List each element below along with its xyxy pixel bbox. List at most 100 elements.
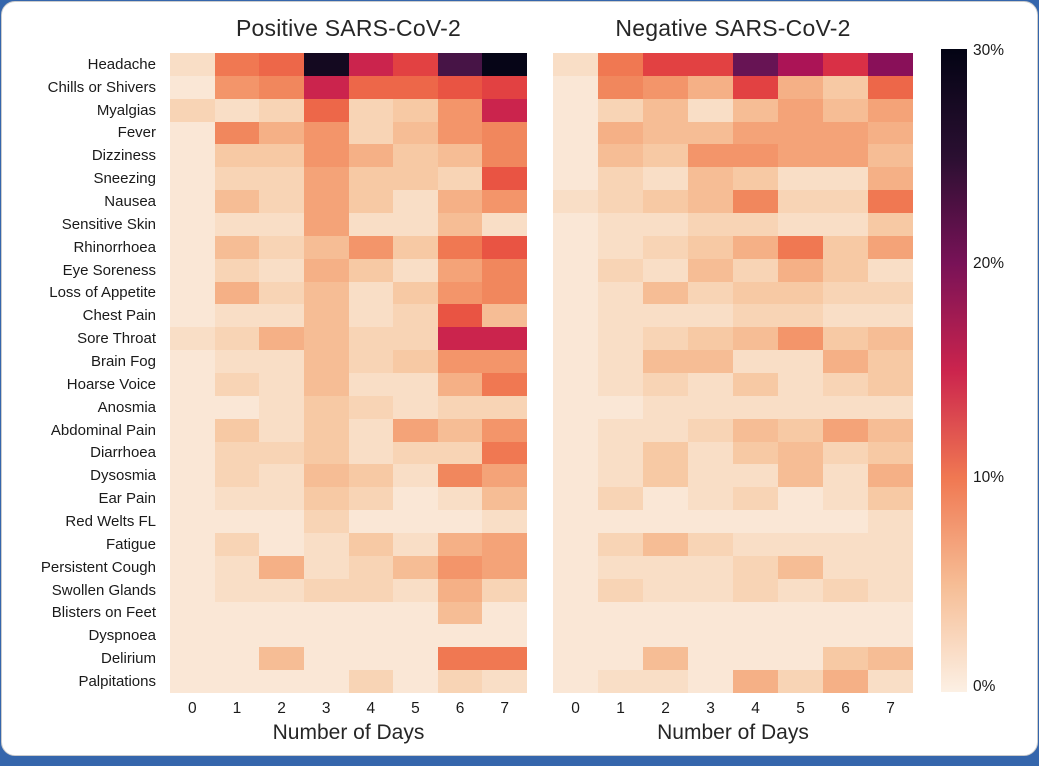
heatmap-cell bbox=[348, 121, 394, 145]
heatmap-cell bbox=[778, 418, 823, 442]
y-axis-label: Diarrhoea bbox=[90, 444, 156, 462]
heatmap-cell bbox=[823, 533, 868, 556]
heatmap-cell bbox=[778, 213, 823, 236]
heatmap-cell bbox=[598, 281, 643, 305]
heatmap-cell bbox=[303, 670, 349, 693]
heatmap-cell bbox=[170, 304, 215, 328]
heatmap-cell bbox=[553, 53, 598, 76]
heatmap-cell bbox=[688, 350, 733, 373]
heatmap-cell bbox=[598, 258, 643, 282]
heatmap-cell bbox=[778, 373, 823, 396]
heatmap-cell bbox=[437, 533, 483, 556]
heatmap-cell bbox=[643, 647, 688, 671]
heatmap-cell bbox=[778, 670, 823, 693]
y-axis-label: Delirium bbox=[100, 650, 156, 668]
heatmap-cell bbox=[259, 258, 304, 282]
heatmap-cell bbox=[259, 578, 304, 602]
heatmap-cell bbox=[598, 327, 643, 351]
y-axis-label: Abdominal Pain bbox=[50, 421, 156, 439]
heatmap-cell bbox=[170, 624, 215, 648]
heatmap-cell bbox=[259, 555, 304, 579]
heatmap-cell bbox=[437, 418, 483, 442]
heatmap-cell bbox=[482, 258, 527, 282]
heatmap-cell bbox=[553, 98, 598, 122]
heatmap-cell bbox=[214, 510, 260, 533]
heatmap-cell bbox=[868, 533, 913, 556]
heatmap-cell bbox=[259, 510, 304, 533]
heatmap-cell bbox=[688, 144, 733, 168]
heatmap-cell bbox=[259, 464, 304, 488]
heatmap-cell bbox=[553, 464, 598, 488]
heatmap-cell bbox=[393, 487, 438, 511]
heatmap-cell bbox=[823, 281, 868, 305]
heatmap-cell bbox=[733, 395, 778, 419]
heatmap-cell bbox=[598, 487, 643, 511]
x-axis-tick: 2 bbox=[277, 700, 286, 717]
heatmap-cell bbox=[688, 304, 733, 328]
y-axis-labels: Headache Chills or Shivers Myalgias Fever Di… bbox=[2, 53, 163, 693]
heatmap-cell bbox=[688, 373, 733, 396]
heatmap-cell bbox=[643, 144, 688, 168]
heatmap-cell bbox=[688, 510, 733, 533]
heatmap-cell bbox=[348, 578, 394, 602]
y-axis-label: Brain Fog bbox=[90, 353, 156, 371]
heatmap-cell bbox=[393, 167, 438, 191]
heatmap-cell bbox=[823, 373, 868, 396]
heatmap-cell bbox=[393, 98, 438, 122]
heatmap-cell bbox=[259, 53, 304, 76]
heatmap-cell bbox=[688, 190, 733, 213]
heatmap-cell bbox=[259, 373, 304, 396]
heatmap-cell bbox=[348, 75, 394, 99]
heatmap-cell bbox=[348, 350, 394, 373]
heatmap-cell bbox=[170, 327, 215, 351]
heatmap-cell bbox=[348, 258, 394, 282]
heatmap-cell bbox=[688, 464, 733, 488]
heatmap-cell bbox=[214, 144, 260, 168]
heatmap-cell bbox=[348, 395, 394, 419]
heatmap-cell bbox=[437, 441, 483, 465]
heatmap-cell bbox=[643, 533, 688, 556]
heatmap-cell bbox=[214, 327, 260, 351]
heatmap-cell bbox=[598, 647, 643, 671]
heatmap-cell bbox=[553, 373, 598, 396]
heatmap-cell bbox=[437, 350, 483, 373]
heatmap-cell bbox=[823, 555, 868, 579]
heatmap-cell bbox=[553, 167, 598, 191]
negative-heatmap bbox=[553, 53, 913, 693]
heatmap-cell bbox=[643, 418, 688, 442]
heatmap-cell bbox=[733, 281, 778, 305]
heatmap-cell bbox=[348, 601, 394, 625]
heatmap-cell bbox=[437, 167, 483, 191]
heatmap-cell bbox=[868, 121, 913, 145]
heatmap-cell bbox=[598, 464, 643, 488]
x-axis-tick: 7 bbox=[886, 700, 895, 717]
heatmap-cell bbox=[643, 190, 688, 213]
heatmap-cell bbox=[598, 75, 643, 99]
heatmap-cell bbox=[303, 464, 349, 488]
heatmap-cell bbox=[823, 624, 868, 648]
heatmap-cell bbox=[823, 647, 868, 671]
heatmap-cell bbox=[733, 327, 778, 351]
heatmap-cell bbox=[778, 647, 823, 671]
heatmap-cell bbox=[303, 601, 349, 625]
heatmap-cell bbox=[553, 213, 598, 236]
heatmap-cell bbox=[868, 464, 913, 488]
heatmap-cell bbox=[303, 487, 349, 511]
heatmap-cell bbox=[598, 235, 643, 259]
heatmap-cell bbox=[643, 464, 688, 488]
heatmap-cell bbox=[393, 601, 438, 625]
heatmap-cell bbox=[303, 213, 349, 236]
heatmap-cell bbox=[778, 601, 823, 625]
heatmap-cell bbox=[437, 327, 483, 351]
heatmap-cell bbox=[643, 555, 688, 579]
heatmap-cell bbox=[868, 578, 913, 602]
heatmap-cell bbox=[868, 98, 913, 122]
heatmap-cell bbox=[259, 235, 304, 259]
heatmap-cell bbox=[553, 555, 598, 579]
heatmap-cell bbox=[437, 190, 483, 213]
heatmap-cell bbox=[733, 464, 778, 488]
heatmap-cell bbox=[303, 350, 349, 373]
heatmap-cell bbox=[259, 395, 304, 419]
heatmap-cell bbox=[348, 327, 394, 351]
